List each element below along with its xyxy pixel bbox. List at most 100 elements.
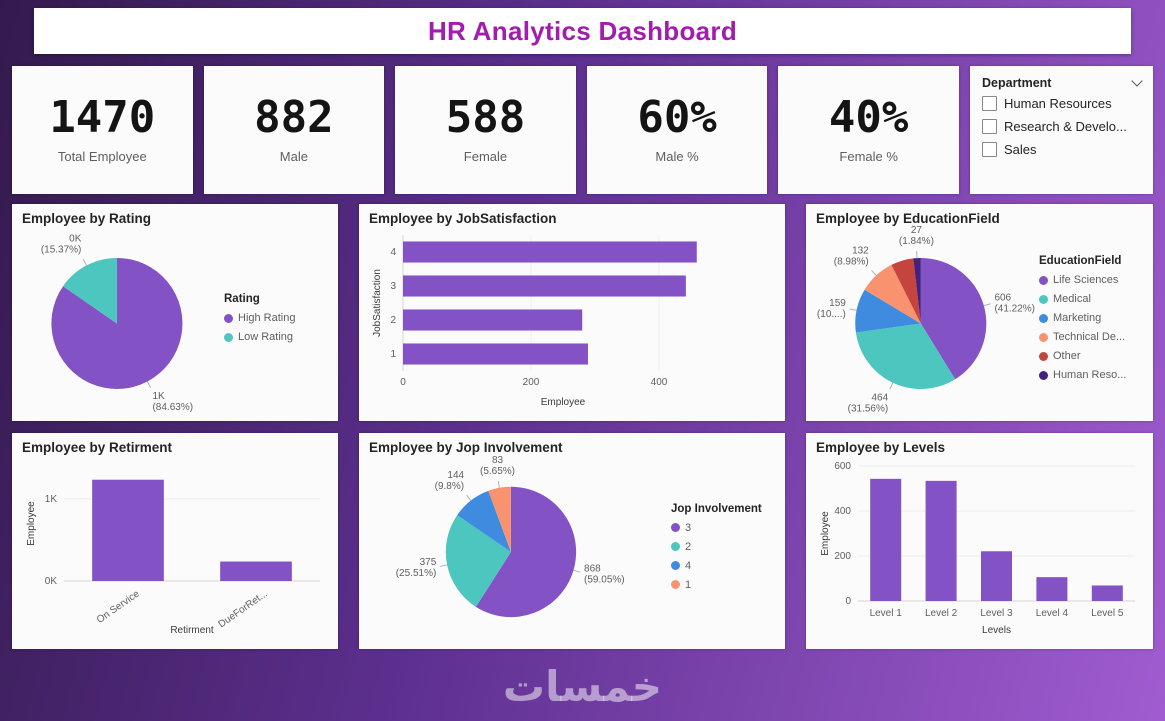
data-label: 0K (15.37%): [41, 234, 82, 256]
category-label: Level 5: [1091, 608, 1124, 619]
y-axis-tick-label: 400: [834, 506, 851, 517]
pie-slice-low-rating[interactable]: [63, 257, 117, 324]
pie-slice-human-reso[interactable]: [913, 257, 921, 324]
kpi-label: Total Employee: [57, 149, 147, 164]
legend: Rating High Rating Low Rating: [224, 227, 328, 409]
pie-slice-high-rating[interactable]: [51, 257, 183, 389]
legend-swatch-icon: [1039, 294, 1048, 304]
pie-slice-3[interactable]: [475, 486, 577, 618]
chart-title: Employee by EducationField: [816, 211, 1000, 226]
legend-swatch-icon: [671, 580, 680, 589]
label-leader-line: [849, 308, 857, 311]
category-label: 1: [390, 349, 396, 360]
bar-1[interactable]: [403, 343, 588, 365]
bar-level-5[interactable]: [1091, 585, 1123, 601]
legend-item-3[interactable]: 3: [671, 522, 773, 534]
legend-item-technical-de[interactable]: Technical De...: [1039, 331, 1141, 343]
bar-level-1[interactable]: [870, 478, 902, 601]
data-label: 27 (1.84%): [899, 225, 934, 247]
legend-label: 2: [685, 540, 692, 553]
legend-item-4[interactable]: 4: [671, 560, 773, 572]
legend-label: Life Sciences: [1053, 274, 1119, 286]
legend-swatch-icon: [1039, 313, 1048, 323]
legend-item-2[interactable]: 2: [671, 541, 773, 553]
x-axis-title: Retirment: [170, 625, 214, 636]
category-label: 3: [390, 281, 396, 292]
slicer-option-sales[interactable]: Sales: [982, 142, 1141, 157]
kpi-value: 1470: [49, 92, 156, 143]
y-axis-tick-label: 0: [845, 596, 851, 607]
bar-2[interactable]: [403, 309, 583, 331]
label-leader-line: [889, 382, 894, 390]
label-leader-line: [146, 381, 152, 388]
pie-slice-2[interactable]: [445, 515, 511, 607]
chart-title: Employee by Levels: [816, 440, 946, 455]
legend-label: Marketing: [1053, 312, 1102, 324]
checkbox-sales[interactable]: [982, 142, 997, 157]
pie-slice-life-sciences[interactable]: [920, 257, 987, 380]
slicer-option-label: Sales: [1004, 142, 1037, 157]
pie-slice-marketing[interactable]: [855, 289, 921, 333]
pie-plot-area: 1K (84.63%) 0K (15.37%): [22, 227, 224, 414]
data-label: 1K (84.63%): [152, 391, 193, 413]
bar-level-2[interactable]: [925, 480, 957, 601]
bar-level-3[interactable]: [980, 551, 1013, 601]
data-label: 159 (10....): [817, 298, 846, 320]
pie-slice-technical-de[interactable]: [864, 264, 921, 324]
kpi-value: 588: [445, 92, 526, 143]
x-axis-tick-label: 400: [651, 377, 668, 388]
legend-item-medical[interactable]: Medical: [1039, 293, 1141, 305]
category-label: Level 2: [925, 608, 958, 619]
legend-swatch-icon: [671, 542, 680, 551]
legend-swatch-icon: [1039, 370, 1048, 380]
legend-label: Other: [1053, 350, 1081, 362]
legend-item-life-sciences[interactable]: Life Sciences: [1039, 274, 1141, 286]
kpi-card-female: 40% Female %: [778, 66, 959, 194]
legend: EducationField Life Sciences Medical Market…: [1039, 227, 1143, 409]
bar-on-service[interactable]: [92, 479, 164, 581]
bar-level-4[interactable]: [1036, 577, 1068, 601]
bar-dueforret[interactable]: [220, 561, 292, 581]
label-leader-line: [871, 269, 877, 276]
legend-item-low-rating[interactable]: Low Rating: [224, 331, 326, 343]
bar-4[interactable]: [403, 241, 697, 263]
pie-slice-medical[interactable]: [855, 323, 956, 389]
slicer-option-human-resources[interactable]: Human Resources: [982, 96, 1141, 111]
chevron-down-icon[interactable]: [1131, 75, 1143, 87]
legend-swatch-icon: [671, 561, 680, 570]
legend-item-high-rating[interactable]: High Rating: [224, 312, 326, 324]
kpi-card-male: 60% Male %: [586, 66, 768, 194]
legend-label: Technical De...: [1053, 331, 1126, 343]
department-slicer: Department Human Resources Research & Dev…: [970, 66, 1153, 194]
educationfield-pie-chart: 606 (41.22%) 464 (31.56%) 159 (10....) 132 (8.9…: [816, 225, 1143, 415]
slicer-header[interactable]: Department: [982, 74, 1143, 96]
legend-label: 4: [685, 559, 692, 572]
pie-slice-4[interactable]: [457, 490, 511, 552]
data-label: 144 (9.8%): [435, 470, 465, 492]
slicer-option-research-develo[interactable]: Research & Develo...: [982, 119, 1141, 134]
levels-bar-chart: 0 200 400 600 Level 1 Level 2 Level 3 Level 4 Le…: [816, 456, 1143, 637]
legend-item-human-reso[interactable]: Human Reso...: [1039, 369, 1141, 381]
legend-item-other[interactable]: Other: [1039, 350, 1141, 362]
pie-slice-other[interactable]: [891, 258, 921, 324]
chart-title: Employee by Rating: [22, 211, 152, 226]
legend-label: 3: [685, 521, 692, 534]
data-label: 868 (59.05%): [584, 563, 625, 585]
pie-slice-1[interactable]: [488, 486, 511, 552]
chart-title: Employee by JobSatisfaction: [369, 211, 557, 226]
data-label: 132 (8.98%): [834, 245, 869, 267]
pie-chart-svg: 1K (84.63%) 0K (15.37%): [41, 234, 193, 414]
legend-swatch-icon: [1039, 275, 1048, 285]
bar-chart-svg: 0 200 400 600 Level 1 Level 2 Level 3 Level 4 Le…: [820, 461, 1135, 636]
legend-swatch-icon: [1039, 351, 1048, 361]
checkbox-research-develo[interactable]: [982, 119, 997, 134]
legend-item-marketing[interactable]: Marketing: [1039, 312, 1141, 324]
bar-3[interactable]: [403, 275, 686, 297]
slicer-option-label: Human Resources: [1004, 96, 1112, 111]
legend-item-1[interactable]: 1: [671, 579, 773, 591]
checkbox-human-resources[interactable]: [982, 96, 997, 111]
data-label: 464 (31.56%): [848, 393, 889, 415]
y-axis-tick-label: 1K: [45, 494, 58, 505]
bar-chart-svg: 0 200 400 4 3 2 1 Employee JobSatisfaction: [372, 235, 697, 408]
